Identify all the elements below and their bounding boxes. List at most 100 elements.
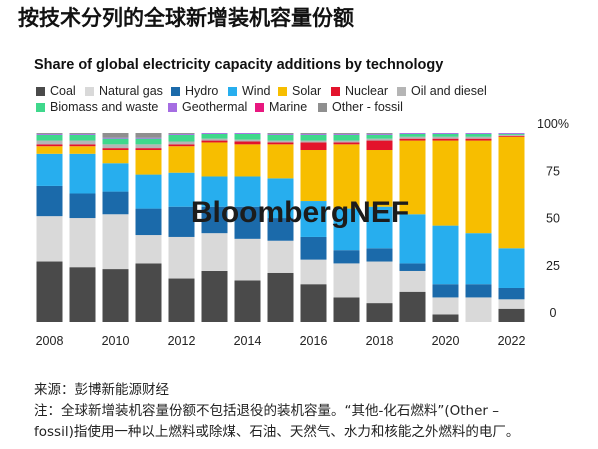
bar-segment-coal-2017: [333, 297, 360, 322]
legend-label-solar: Solar: [292, 84, 322, 98]
bar-segment-geothermal-2022: [498, 133, 525, 134]
legend-label-oil-and-diesel: Oil and diesel: [411, 84, 487, 98]
chart-title: Share of global electricity capacity add…: [34, 57, 444, 73]
bar-segment-geothermal-2012: [168, 133, 195, 135]
bar-segment-natural-gas-2022: [498, 299, 525, 309]
bar-segment-oil-and-diesel-2008: [36, 140, 63, 145]
bar-segment-nuclear-2015: [267, 142, 294, 145]
bar-segment-nuclear-2014: [234, 141, 261, 145]
bar-segment-coal-2015: [267, 272, 294, 322]
bar-segment-nuclear-2022: [498, 135, 525, 137]
bar-segment-solar-2021: [465, 140, 492, 234]
legend-swatch-oil-and-diesel: [397, 86, 406, 96]
bar-segment-natural-gas-2010: [102, 214, 129, 270]
bar-segment-hydro-2014: [234, 206, 261, 239]
bar-segment-solar-2016: [300, 150, 327, 202]
bar-segment-solar-2014: [234, 144, 261, 177]
bar-segment-oil-and-diesel-2012: [168, 141, 195, 145]
bar-segment-geothermal-2009: [69, 133, 96, 135]
bar-segment-natural-gas-2017: [333, 263, 360, 298]
bar-segment-natural-gas-2014: [234, 238, 261, 281]
bar-segment-other-fossil-2012: [168, 133, 195, 134]
bar-segment-solar-2022: [498, 136, 525, 249]
bar-segment-nuclear-2010: [102, 148, 129, 151]
bar-segment-nuclear-2020: [432, 138, 459, 141]
legend-item-solar: Solar: [278, 84, 321, 98]
bar-segment-other-fossil-2010: [102, 133, 129, 138]
bar-segment-solar-2020: [432, 140, 459, 226]
page-title: 按技术分列的全球新增装机容量份额: [18, 6, 354, 30]
bar-segment-biomass-and-waste-2020: [432, 133, 459, 137]
bar-segment-coal-2010: [102, 269, 129, 322]
bar-segment-hydro-2020: [432, 284, 459, 298]
legend-label-wind: Wind: [242, 84, 271, 98]
bar-segment-natural-gas-2009: [69, 218, 96, 268]
bar-segment-natural-gas-2020: [432, 297, 459, 315]
bar-segment-other-fossil-2018: [366, 133, 393, 134]
legend-label-biomass-and-waste: Biomass and waste: [50, 100, 159, 114]
bar-segment-wind-2013: [201, 176, 228, 207]
x-tick-label: 2014: [234, 334, 262, 348]
bar-segment-geothermal-2010: [102, 137, 129, 139]
x-tick-label: 2016: [300, 334, 328, 348]
bar-segment-wind-2021: [465, 233, 492, 285]
x-tick-label: 2008: [36, 334, 64, 348]
bar-segment-other-fossil-2008: [36, 133, 63, 134]
bar-segment-hydro-2022: [498, 287, 525, 300]
bar-segment-hydro-2013: [201, 206, 228, 234]
bar-segment-wind-2008: [36, 153, 63, 186]
bar-segment-wind-2009: [69, 153, 96, 194]
bar-segment-wind-2020: [432, 225, 459, 285]
bar-segment-geothermal-2019: [399, 133, 426, 134]
bar-segment-natural-gas-2015: [267, 240, 294, 273]
x-tick-label: 2018: [366, 334, 394, 348]
bar-segment-solar-2019: [399, 140, 426, 215]
bar-segment-biomass-and-waste-2021: [465, 133, 492, 137]
bar-segment-natural-gas-2011: [135, 235, 162, 264]
bar-segment-solar-2013: [201, 142, 228, 177]
legend-label-geothermal: Geothermal: [182, 100, 248, 114]
bar-segment-hydro-2012: [168, 206, 195, 237]
legend-item-nuclear: Nuclear: [331, 84, 388, 98]
bar-segment-biomass-and-waste-2019: [399, 133, 426, 137]
legend-swatch-natural-gas: [85, 86, 94, 96]
bar-segment-hydro-2015: [267, 218, 294, 241]
bar-segment-oil-and-diesel-2019: [399, 136, 426, 139]
legend-swatch-geothermal: [168, 102, 177, 112]
bar-segment-natural-gas-2016: [300, 259, 327, 285]
bar-segment-geothermal-2021: [465, 133, 492, 134]
legend-swatch-wind: [228, 86, 237, 96]
legend-label-nuclear: Nuclear: [345, 84, 389, 98]
bar-segment-oil-and-diesel-2013: [201, 138, 228, 141]
bar-segment-geothermal-2013: [201, 133, 228, 134]
x-axis: 2008 2010 2012 2014 2016 2018 2020 2022: [36, 334, 526, 348]
bar-segment-solar-2012: [168, 146, 195, 173]
bar-segment-hydro-2008: [36, 185, 63, 217]
bar-segment-geothermal-2008: [36, 133, 63, 135]
bar-segment-hydro-2016: [300, 236, 327, 260]
legend-item-oil-and-diesel: Oil and diesel: [397, 84, 487, 98]
x-tick-label: 2022: [498, 334, 526, 348]
legend-swatch-nuclear: [331, 86, 340, 96]
bar-segment-oil-and-diesel-2011: [135, 144, 162, 149]
bar-segment-oil-and-diesel-2017: [333, 140, 360, 143]
legend-label-other-fossil: Other - fossil: [332, 100, 403, 114]
bar-segment-wind-2022: [498, 248, 525, 288]
bar-segment-solar-2009: [69, 146, 96, 154]
legend-item-geothermal: Geothermal: [168, 100, 247, 114]
bar-segment-oil-and-diesel-2020: [432, 136, 459, 139]
bar-segment-nuclear-2017: [333, 142, 360, 145]
bar-segment-oil-and-diesel-2010: [102, 144, 129, 149]
bar-segment-biomass-and-waste-2017: [333, 134, 360, 141]
bars-group: [36, 133, 525, 322]
bar-segment-nuclear-2016: [300, 142, 327, 151]
bar-segment-oil-and-diesel-2014: [234, 139, 261, 142]
bar-segment-hydro-2019: [399, 263, 426, 271]
x-tick-label: 2020: [432, 334, 460, 348]
bar-segment-natural-gas-2019: [399, 270, 426, 292]
bar-segment-solar-2017: [333, 144, 360, 209]
watermark-logo: BloombergNEF: [191, 196, 409, 229]
bar-segment-coal-2008: [36, 261, 63, 322]
legend-swatch-marine: [255, 102, 264, 112]
